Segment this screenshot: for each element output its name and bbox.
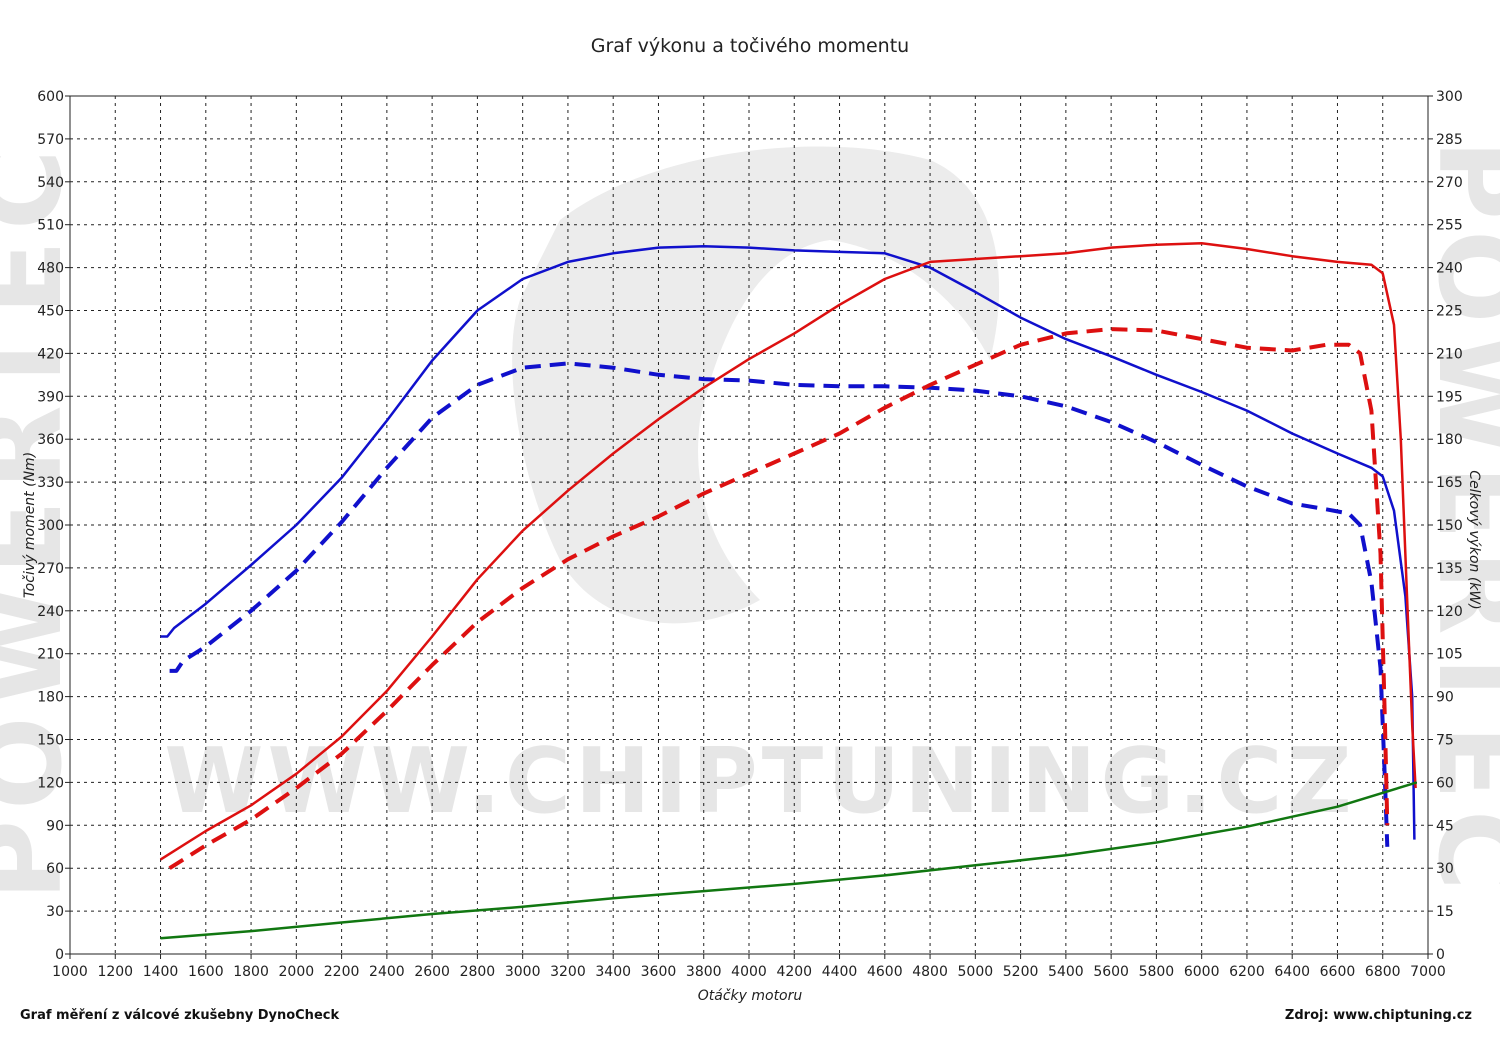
y-left-tick-label: 330 bbox=[37, 475, 64, 491]
x-tick-label: 3400 bbox=[595, 964, 631, 980]
y-right-tick-label: 150 bbox=[1436, 518, 1463, 534]
y-right-tick-label: 270 bbox=[1436, 175, 1463, 191]
y-left-tick-label: 30 bbox=[46, 904, 64, 920]
y-left-tick-label: 90 bbox=[46, 818, 64, 834]
x-tick-label: 2000 bbox=[279, 964, 315, 980]
y-right-tick-label: 105 bbox=[1436, 647, 1463, 663]
x-tick-label: 4600 bbox=[867, 964, 903, 980]
y-left-tick-label: 210 bbox=[37, 647, 64, 663]
x-tick-label: 2800 bbox=[460, 964, 496, 980]
x-tick-label: 4800 bbox=[912, 964, 948, 980]
x-tick-label: 2600 bbox=[414, 964, 450, 980]
x-tick-label: 4400 bbox=[822, 964, 858, 980]
y-left-tick-label: 510 bbox=[37, 218, 64, 234]
x-tick-label: 5400 bbox=[1048, 964, 1084, 980]
y-right-tick-label: 60 bbox=[1436, 775, 1454, 791]
watermark-side-left: POWERTEC bbox=[0, 139, 86, 900]
y-left-tick-label: 300 bbox=[37, 518, 64, 534]
y-left-tick-label: 540 bbox=[37, 175, 64, 191]
x-tick-label: 6000 bbox=[1184, 964, 1220, 980]
x-tick-label: 3200 bbox=[550, 964, 586, 980]
x-tick-label: 4200 bbox=[776, 964, 812, 980]
x-tick-label: 3600 bbox=[641, 964, 677, 980]
x-tick-label: 1000 bbox=[52, 964, 88, 980]
y-right-tick-label: 120 bbox=[1436, 604, 1463, 620]
chart-title: Graf výkonu a točivého momentu bbox=[591, 35, 909, 57]
footer-right: Zdroj: www.chiptuning.cz bbox=[1285, 1008, 1472, 1023]
x-tick-label: 2400 bbox=[369, 964, 405, 980]
power-stock-line bbox=[168, 327, 1390, 870]
x-tick-label: 5000 bbox=[958, 964, 994, 980]
x-tick-label: 5600 bbox=[1093, 964, 1129, 980]
x-tick-label: 1600 bbox=[188, 964, 224, 980]
y-right-tick-label: 300 bbox=[1436, 89, 1463, 105]
x-tick-label: 5200 bbox=[1003, 964, 1039, 980]
y-right-tick-label: 240 bbox=[1436, 261, 1463, 277]
power-tuned-line bbox=[159, 242, 1417, 861]
x-tick-label: 5800 bbox=[1139, 964, 1175, 980]
watermark-logo-shape bbox=[512, 146, 1000, 624]
torque-tuned-line bbox=[160, 244, 1416, 840]
y-right-tick-label: 225 bbox=[1436, 304, 1463, 320]
y-left-tick-label: 450 bbox=[37, 304, 64, 320]
y-right-tick-label: 0 bbox=[1436, 947, 1445, 963]
y-left-tick-label: 150 bbox=[37, 733, 64, 749]
y-left-tick-label: 240 bbox=[37, 604, 64, 620]
y-right-tick-label: 135 bbox=[1436, 561, 1463, 577]
x-tick-label: 7000 bbox=[1410, 964, 1446, 980]
y-axis-right-label: Celkový výkon (kW) bbox=[1466, 470, 1482, 609]
y-right-tick-label: 195 bbox=[1436, 389, 1463, 405]
x-tick-label: 4000 bbox=[731, 964, 767, 980]
x-axis-label: Otáčky motoru bbox=[698, 988, 803, 1004]
y-axis-left-label: Točivý moment (Nm) bbox=[22, 452, 38, 598]
y-left-tick-label: 60 bbox=[46, 861, 64, 877]
y-right-tick-label: 180 bbox=[1436, 432, 1463, 448]
x-tick-label: 6200 bbox=[1229, 964, 1265, 980]
series-layer bbox=[159, 242, 1418, 940]
x-tick-label: 2200 bbox=[324, 964, 360, 980]
y-left-tick-label: 270 bbox=[37, 561, 64, 577]
y-right-tick-label: 255 bbox=[1436, 218, 1463, 234]
x-tick-label: 6400 bbox=[1274, 964, 1310, 980]
loss-tuned-line bbox=[160, 781, 1418, 940]
y-left-tick-label: 180 bbox=[37, 690, 64, 706]
y-left-tick-label: 570 bbox=[37, 132, 64, 148]
y-left-tick-label: 0 bbox=[55, 947, 64, 963]
y-left-tick-label: 360 bbox=[37, 432, 64, 448]
y-left-tick-label: 480 bbox=[37, 261, 64, 277]
y-right-tick-label: 75 bbox=[1436, 733, 1454, 749]
x-tick-label: 3000 bbox=[505, 964, 541, 980]
y-right-tick-label: 285 bbox=[1436, 132, 1463, 148]
x-tick-label: 6800 bbox=[1365, 964, 1401, 980]
x-tick-label: 3800 bbox=[686, 964, 722, 980]
y-right-tick-label: 165 bbox=[1436, 475, 1463, 491]
x-tick-label: 6600 bbox=[1320, 964, 1356, 980]
x-tick-label: 1800 bbox=[233, 964, 269, 980]
torque-stock-line bbox=[169, 361, 1390, 847]
watermark-layer: WWW.CHIPTUNING.CZ POWERTEC POWERTEC bbox=[0, 139, 1500, 900]
y-left-tick-label: 420 bbox=[37, 346, 64, 362]
y-right-tick-label: 15 bbox=[1436, 904, 1454, 920]
y-right-tick-label: 45 bbox=[1436, 818, 1454, 834]
y-left-tick-label: 120 bbox=[37, 775, 64, 791]
y-left-tick-label: 390 bbox=[37, 389, 64, 405]
y-right-tick-label: 90 bbox=[1436, 690, 1454, 706]
tick-layer: 1000 1200 1400 1600 1800 2000 2200 2400 2600 2800… bbox=[37, 89, 1462, 980]
y-right-tick-label: 30 bbox=[1436, 861, 1454, 877]
footer-left: Graf měření z válcové zkušebny DynoCheck bbox=[20, 1008, 339, 1023]
y-left-tick-label: 600 bbox=[37, 89, 64, 105]
watermark-url: WWW.CHIPTUNING.CZ bbox=[164, 729, 1355, 834]
y-right-tick-label: 210 bbox=[1436, 346, 1463, 362]
x-tick-label: 1200 bbox=[97, 964, 133, 980]
x-tick-label: 1400 bbox=[143, 964, 179, 980]
